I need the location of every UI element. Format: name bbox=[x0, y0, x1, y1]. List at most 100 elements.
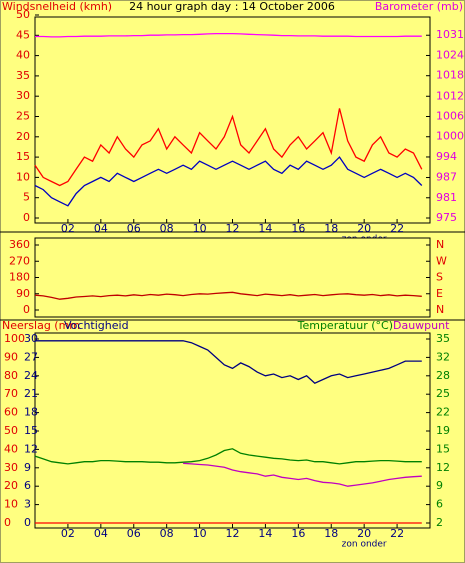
yticks-label: 40 bbox=[4, 442, 18, 455]
series-line bbox=[183, 462, 422, 487]
yticks-label: 10 bbox=[4, 498, 18, 511]
yticks-label: 360 bbox=[9, 238, 30, 251]
y3ticks-label: 6 bbox=[24, 479, 31, 492]
x-tick-label: 14 bbox=[258, 527, 272, 540]
x-tick-label: 02 bbox=[61, 527, 75, 540]
x-tick-label: 12 bbox=[226, 222, 240, 235]
series-line bbox=[34, 156, 423, 207]
y3ticks-label: 24 bbox=[24, 369, 38, 382]
y2ticks-label: 15 bbox=[436, 442, 450, 455]
x-tick-label: 16 bbox=[291, 222, 305, 235]
y2ticks-label: 22 bbox=[436, 406, 450, 419]
y2ticks-label: W bbox=[436, 254, 447, 267]
x-tick-label: 02 bbox=[61, 222, 75, 235]
yticks-label: 0 bbox=[23, 303, 30, 316]
y2ticks-label: 25 bbox=[436, 387, 450, 400]
y2ticks-label: 981 bbox=[436, 191, 457, 204]
y2ticks-label: 994 bbox=[436, 150, 457, 163]
y2ticks-label: 1031 bbox=[436, 28, 464, 41]
yticks-label: 35 bbox=[16, 69, 30, 82]
annotation: zon onder bbox=[342, 540, 387, 550]
chart-title: 24 hour graph day : 14 October 2006 bbox=[129, 0, 335, 13]
yticks-label: 80 bbox=[4, 369, 18, 382]
y2ticks-label: 19 bbox=[436, 424, 450, 437]
y2ticks-label: 1024 bbox=[436, 48, 464, 61]
series-line bbox=[34, 108, 423, 187]
yticks-label: 20 bbox=[16, 130, 30, 143]
y2ticks-label: 987 bbox=[436, 171, 457, 184]
yticks-label: 40 bbox=[16, 49, 30, 62]
x-tick-label: 08 bbox=[160, 222, 174, 235]
y3-axis-label: Vochtigheid bbox=[64, 319, 129, 332]
x-tick-label: 06 bbox=[127, 527, 141, 540]
x-tick-label: 20 bbox=[357, 527, 371, 540]
yticks-label: 50 bbox=[4, 424, 18, 437]
y2ticks-label: N bbox=[436, 238, 444, 251]
y2ticks-label: 1000 bbox=[436, 130, 464, 143]
yticks-label: 90 bbox=[4, 350, 18, 363]
y3ticks-label: 0 bbox=[24, 516, 31, 529]
x-tick-label: 06 bbox=[127, 222, 141, 235]
y-axis-label: Windsnelheid (kmh) bbox=[2, 0, 112, 13]
y2ticks-label: 12 bbox=[436, 461, 450, 474]
yticks-label: 70 bbox=[4, 387, 18, 400]
yticks-label: 25 bbox=[16, 110, 30, 123]
yticks-label: 60 bbox=[4, 406, 18, 419]
x-tick-label: 16 bbox=[291, 527, 305, 540]
x-tick-label: 18 bbox=[324, 527, 338, 540]
plot-area bbox=[34, 237, 431, 318]
y3ticks-label: 3 bbox=[24, 498, 31, 511]
x-tick-label: 18 bbox=[324, 222, 338, 235]
x-tick-label: 04 bbox=[94, 222, 108, 235]
y2-axis-label: Barometer (mb) bbox=[375, 0, 463, 13]
plot-area bbox=[34, 16, 431, 224]
y2ticks-label: E bbox=[436, 287, 443, 300]
x-tick-label: 08 bbox=[160, 527, 174, 540]
y2ticks-label: 975 bbox=[436, 211, 457, 224]
series-line bbox=[35, 32, 422, 38]
y3ticks-label: 30 bbox=[24, 332, 38, 345]
yticks-label: 100 bbox=[4, 332, 25, 345]
y2ticks-label: 1012 bbox=[436, 89, 464, 102]
y2ticks-label: S bbox=[436, 271, 443, 284]
series-line bbox=[34, 291, 422, 300]
yticks-label: 0 bbox=[4, 516, 11, 529]
y3ticks-label: 27 bbox=[24, 350, 38, 363]
yticks-label: 5 bbox=[23, 191, 30, 204]
yticks-label: 90 bbox=[16, 287, 30, 300]
y2ticks-label: 32 bbox=[436, 350, 450, 363]
yticks-label: 45 bbox=[16, 28, 30, 41]
x-tick-label: 22 bbox=[390, 527, 404, 540]
y4-axis-label: Dauwpunt bbox=[393, 319, 450, 332]
x-tick-label: 10 bbox=[193, 527, 207, 540]
y2ticks-label: 6 bbox=[436, 498, 443, 511]
y3ticks-label: 9 bbox=[24, 461, 31, 474]
yticks-label: 20 bbox=[4, 479, 18, 492]
y2ticks-label: 28 bbox=[436, 369, 450, 382]
y3ticks-label: 12 bbox=[24, 442, 38, 455]
y2ticks-label: 35 bbox=[436, 332, 450, 345]
y3ticks-label: 15 bbox=[24, 424, 38, 437]
x-tick-label: 22 bbox=[390, 222, 404, 235]
series-line bbox=[35, 340, 422, 384]
yticks-label: 50 bbox=[16, 8, 30, 21]
yticks-label: 30 bbox=[4, 461, 18, 474]
x-tick-label: 04 bbox=[94, 527, 108, 540]
y2-axis-label: Temperatuur (°C) bbox=[297, 319, 393, 332]
yticks-label: 270 bbox=[9, 254, 30, 267]
x-tick-label: 20 bbox=[357, 222, 371, 235]
x-tick-label: 12 bbox=[226, 527, 240, 540]
y3ticks-label: 18 bbox=[24, 406, 38, 419]
yticks-label: 0 bbox=[23, 211, 30, 224]
y-axis-label: Neerslag (mm bbox=[2, 319, 80, 332]
y2ticks-label: 9 bbox=[436, 479, 443, 492]
yticks-label: 15 bbox=[16, 150, 30, 163]
plot-area bbox=[34, 332, 431, 529]
x-tick-label: 10 bbox=[193, 222, 207, 235]
x-tick-label: 14 bbox=[258, 222, 272, 235]
yticks-label: 30 bbox=[16, 89, 30, 102]
y2ticks-label: N bbox=[436, 303, 444, 316]
y2ticks-label: 2 bbox=[436, 516, 443, 529]
y2ticks-label: 1018 bbox=[436, 69, 464, 82]
